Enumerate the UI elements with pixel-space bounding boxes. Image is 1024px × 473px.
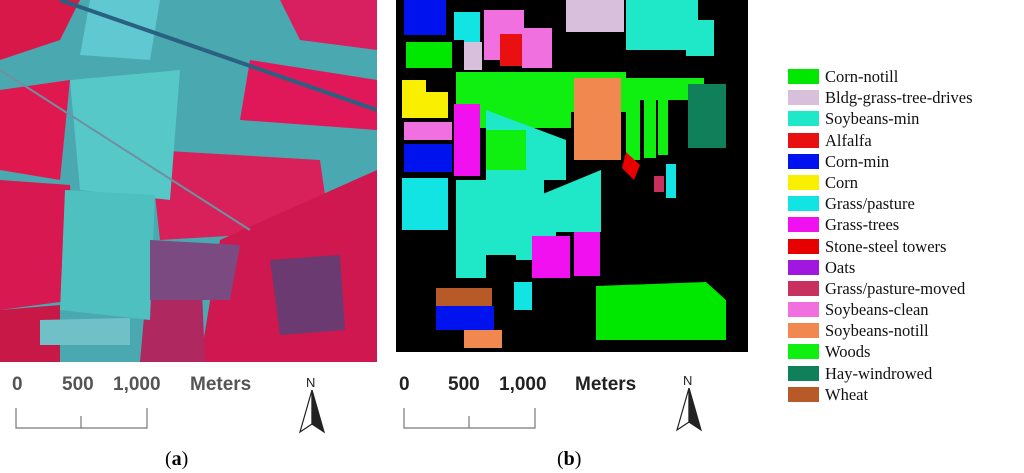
legend-label: Hay-windrowed bbox=[825, 363, 933, 383]
legend-item: Corn bbox=[785, 172, 1015, 193]
scale-tick-1000-label: 1,000 bbox=[499, 374, 547, 395]
north-arrow-icon bbox=[298, 390, 326, 434]
legend-swatch bbox=[788, 132, 819, 148]
legend-item: Corn-notill bbox=[785, 66, 1015, 87]
north-arrow-icon bbox=[675, 388, 703, 432]
scale-unit-label: Meters bbox=[190, 374, 252, 395]
legend-label: Wheat bbox=[825, 384, 869, 404]
legend-label: Grass-trees bbox=[825, 215, 900, 235]
legend-swatch bbox=[788, 90, 819, 106]
legend-label: Bldg-grass-tree-drives bbox=[825, 88, 973, 108]
legend-item: Soybeans-clean bbox=[785, 299, 1015, 320]
scale-tick-500-label: 500 bbox=[62, 374, 94, 395]
legend-item: Alfalfa bbox=[785, 130, 1015, 151]
legend-swatch bbox=[788, 174, 819, 190]
scale-bar-a bbox=[15, 408, 148, 429]
ground-truth-class-map bbox=[396, 0, 748, 352]
scale-bar-b bbox=[403, 408, 536, 429]
legend-item: Soybeans-min bbox=[785, 108, 1015, 129]
legend-item: Grass/pasture-moved bbox=[785, 278, 1015, 299]
north-letter: N bbox=[683, 373, 693, 388]
legend-swatch bbox=[788, 69, 819, 84]
legend-swatch bbox=[788, 302, 819, 318]
caption-letter: b bbox=[563, 448, 575, 470]
legend-label: Soybeans-clean bbox=[825, 300, 929, 320]
legend-item: Oats bbox=[785, 257, 1015, 278]
legend-swatch bbox=[788, 153, 819, 169]
legend-item: Stone-steel towers bbox=[785, 236, 1015, 257]
legend-item: Grass-trees bbox=[785, 214, 1015, 235]
legend-item: Woods bbox=[785, 341, 1015, 362]
legend-label: Grass/pasture bbox=[825, 194, 915, 214]
scale-unit-label: Meters bbox=[575, 374, 637, 395]
legend-label: Corn bbox=[825, 172, 858, 192]
caption-letter: a bbox=[171, 448, 182, 470]
legend-label: Corn-min bbox=[825, 151, 890, 171]
legend-swatch bbox=[788, 386, 819, 402]
legend-label: Oats bbox=[825, 257, 856, 277]
legend-swatch bbox=[788, 323, 819, 339]
class-legend: Corn-notill Bldg-grass-tree-drives Soybean… bbox=[785, 66, 1015, 405]
legend-label: Grass/pasture-moved bbox=[825, 278, 966, 298]
legend-swatch bbox=[788, 259, 819, 275]
legend-item: Soybeans-notill bbox=[785, 320, 1015, 341]
scale-tick-0-label: 0 bbox=[399, 374, 410, 395]
panel-caption-b: (b) bbox=[557, 448, 582, 470]
legend-swatch bbox=[788, 196, 819, 212]
scale-tick-0-label: 0 bbox=[12, 374, 23, 395]
legend-swatch bbox=[788, 365, 819, 381]
legend-label: Stone-steel towers bbox=[825, 236, 947, 256]
scale-tick-1000-label: 1,000 bbox=[113, 374, 161, 395]
legend-swatch bbox=[788, 280, 819, 296]
false-color-satellite-image bbox=[0, 0, 377, 362]
legend-item: Grass/pasture bbox=[785, 193, 1015, 214]
legend-label: Woods bbox=[825, 342, 871, 362]
legend-swatch bbox=[788, 238, 819, 254]
legend-item: Wheat bbox=[785, 384, 1015, 405]
legend-swatch bbox=[788, 344, 819, 360]
panel-caption-a: (a) bbox=[165, 448, 189, 470]
legend-item: Hay-windrowed bbox=[785, 363, 1015, 384]
legend-label: Alfalfa bbox=[825, 130, 872, 150]
legend-item: Corn-min bbox=[785, 151, 1015, 172]
legend-label: Soybeans-min bbox=[825, 109, 920, 129]
legend-label: Corn-notill bbox=[825, 67, 899, 86]
legend-label: Soybeans-notill bbox=[825, 321, 929, 341]
scale-tick-500-label: 500 bbox=[448, 374, 480, 395]
legend-swatch bbox=[788, 111, 819, 127]
north-letter: N bbox=[306, 375, 316, 390]
legend-item: Bldg-grass-tree-drives bbox=[785, 87, 1015, 108]
legend-swatch bbox=[788, 217, 819, 233]
